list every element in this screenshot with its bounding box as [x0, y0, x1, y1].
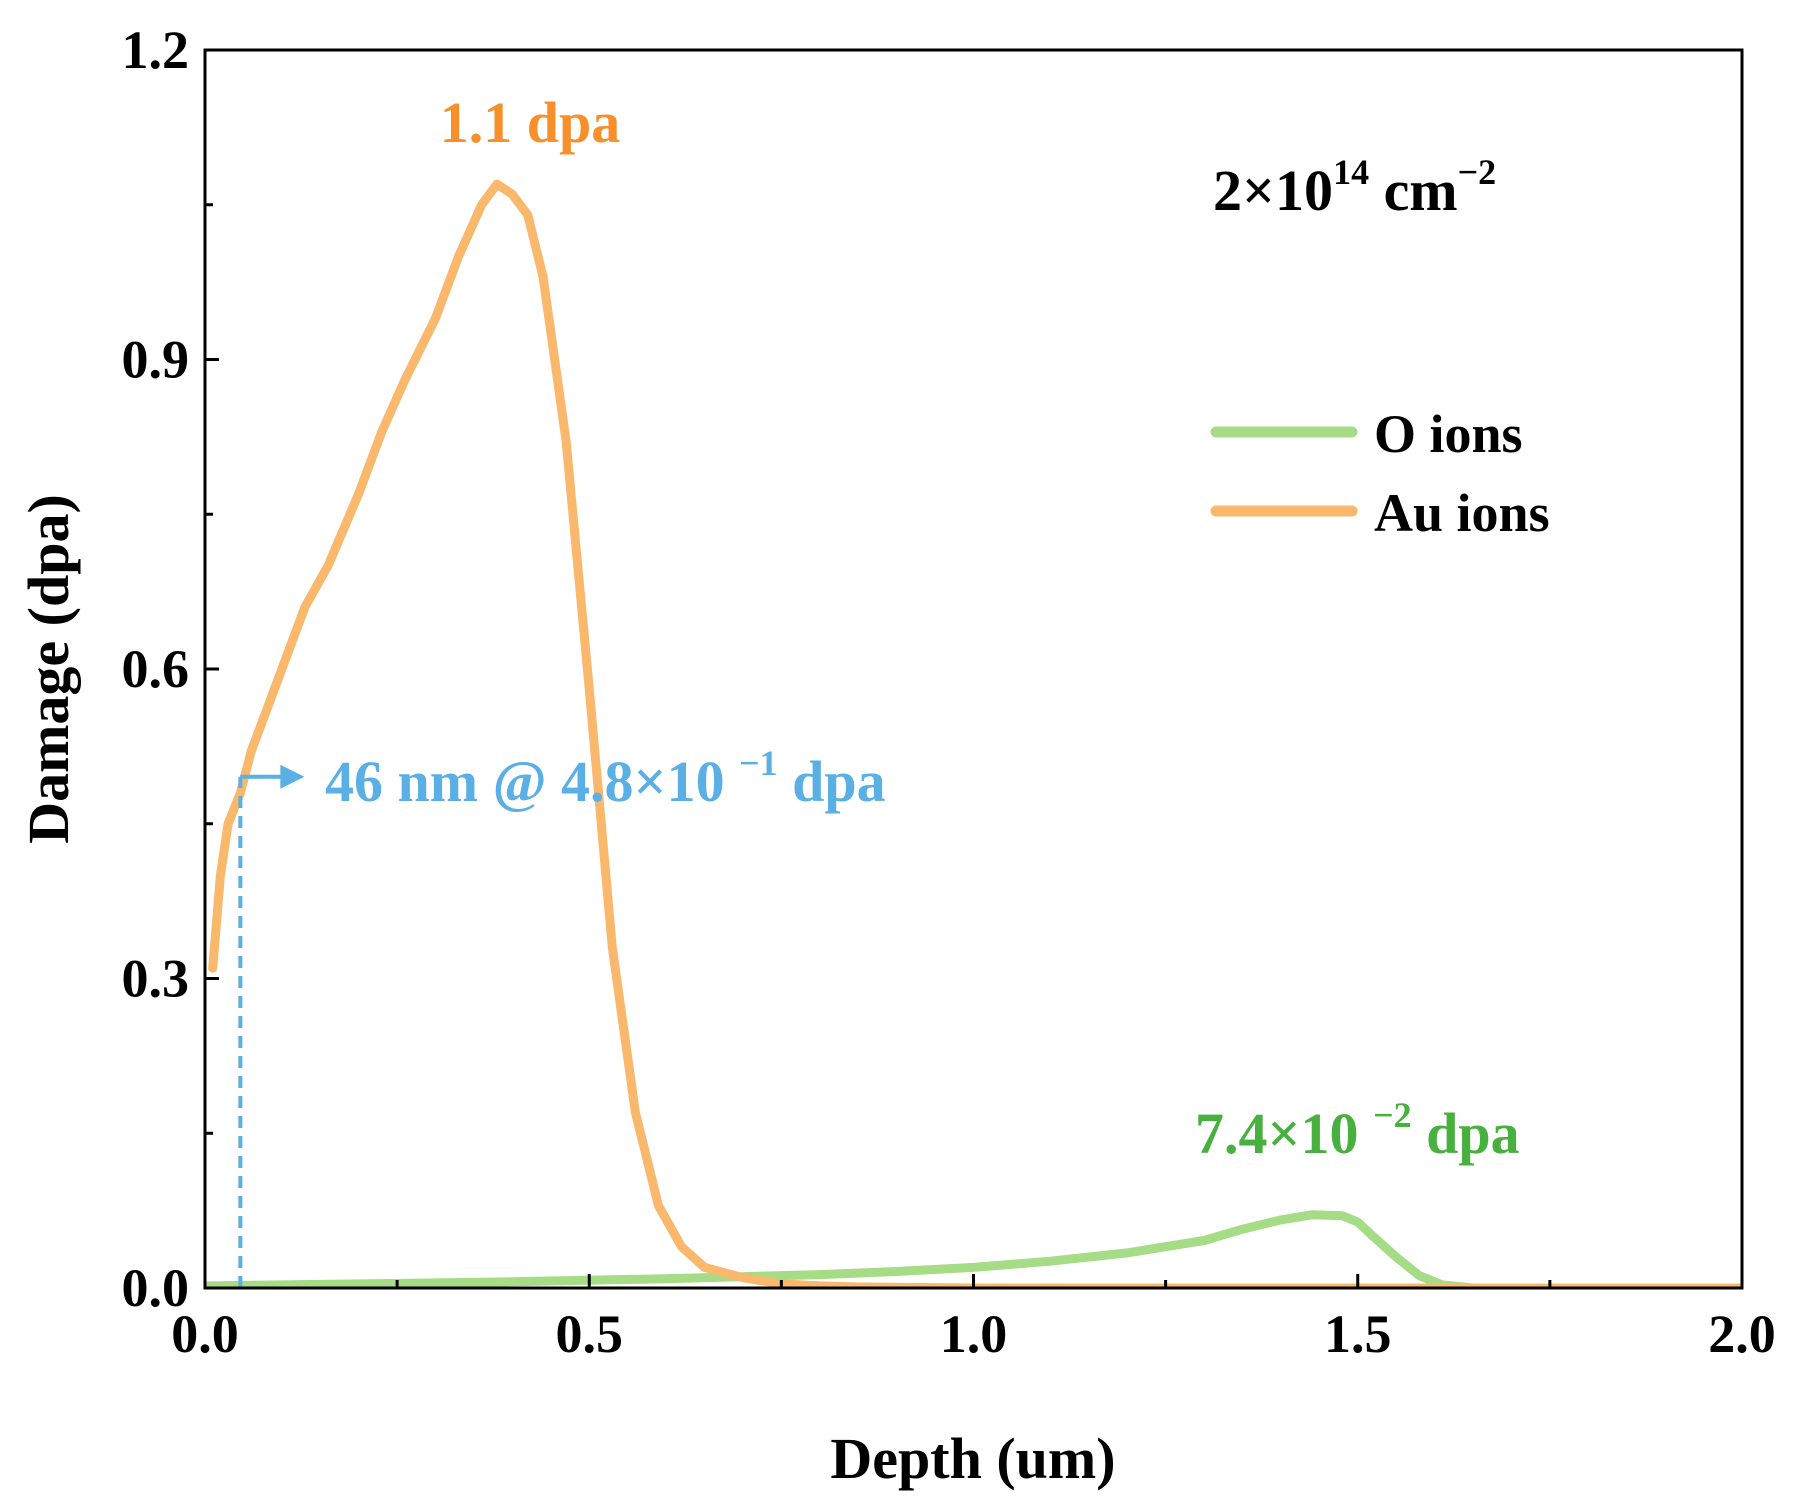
o-peak-suffix: dpa [1412, 1101, 1520, 1166]
x-tick-label: 1.5 [1324, 1304, 1392, 1364]
y-tick-label: 0.0 [122, 1258, 190, 1318]
x-tick-label: 2.0 [1708, 1304, 1776, 1364]
x-tick-label: 1.0 [940, 1304, 1008, 1364]
series-line-o-ions [205, 1210, 1742, 1288]
legend: O ions Au ions [1210, 404, 1550, 543]
y-axis-label: Damage (dpa) [16, 494, 81, 844]
marker-exponent: −1 [739, 743, 778, 783]
fluence-unit: cm [1369, 158, 1458, 223]
fluence-exponent: 14 [1333, 152, 1369, 192]
fluence-unit-exponent: −2 [1458, 152, 1497, 192]
y-tick-label: 0.3 [122, 949, 190, 1009]
fluence-label: 2×1014 cm−2 [1213, 152, 1496, 223]
o-peak-base: 7.4×10 [1195, 1101, 1373, 1166]
x-axis-label: Depth (um) [830, 1426, 1115, 1491]
marker-base: 46 nm @ 4.8×10 [325, 749, 739, 814]
y-tick-label: 0.6 [122, 639, 190, 699]
o-peak-label: 7.4×10 −2 dpa [1195, 1095, 1520, 1166]
series-line-au-ions [208, 179, 1742, 1288]
marker-suffix: dpa [778, 749, 886, 814]
marker-arrow-head [280, 764, 305, 789]
y-tick-label: 0.9 [122, 330, 190, 390]
x-tick-label: 0.0 [171, 1304, 239, 1364]
x-tick-label: 0.5 [556, 1304, 624, 1364]
legend-label-au-ions: Au ions [1374, 483, 1550, 543]
legend-label-o-ions: O ions [1374, 404, 1523, 464]
fluence-base: 2×10 [1213, 158, 1333, 223]
o-peak-exponent: −2 [1373, 1095, 1412, 1135]
au-peak-label: 1.1 dpa [440, 90, 621, 155]
marker-label: 46 nm @ 4.8×10 −1 dpa [325, 743, 886, 814]
y-tick-label: 1.2 [122, 20, 190, 80]
